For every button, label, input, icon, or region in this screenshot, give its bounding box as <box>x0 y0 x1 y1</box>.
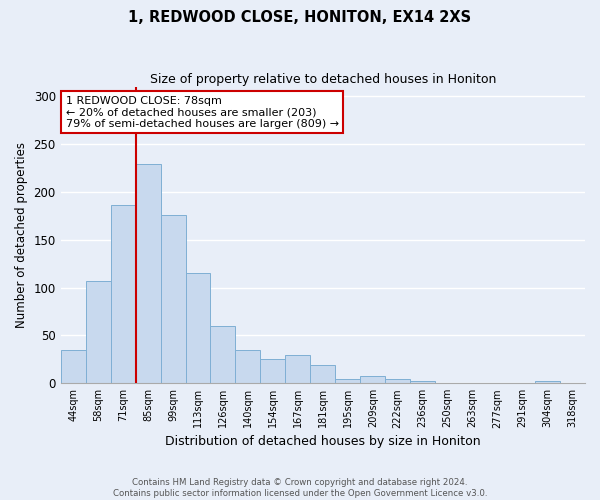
Bar <box>335 380 360 383</box>
Text: 1 REDWOOD CLOSE: 78sqm
← 20% of detached houses are smaller (203)
79% of semi-de: 1 REDWOOD CLOSE: 78sqm ← 20% of detached… <box>66 96 339 129</box>
Bar <box>185 273 211 383</box>
Bar <box>260 360 286 383</box>
Bar <box>110 206 136 383</box>
Bar <box>310 365 335 383</box>
Bar <box>535 382 560 383</box>
Bar <box>385 380 410 383</box>
Bar <box>410 382 435 383</box>
Bar <box>86 281 110 383</box>
Bar <box>136 164 161 383</box>
Bar <box>360 376 385 383</box>
Bar <box>235 350 260 383</box>
X-axis label: Distribution of detached houses by size in Honiton: Distribution of detached houses by size … <box>165 434 481 448</box>
Title: Size of property relative to detached houses in Honiton: Size of property relative to detached ho… <box>149 72 496 86</box>
Bar <box>161 215 185 383</box>
Text: Contains HM Land Registry data © Crown copyright and database right 2024.
Contai: Contains HM Land Registry data © Crown c… <box>113 478 487 498</box>
Bar <box>286 356 310 383</box>
Bar <box>211 326 235 383</box>
Text: 1, REDWOOD CLOSE, HONITON, EX14 2XS: 1, REDWOOD CLOSE, HONITON, EX14 2XS <box>128 10 472 25</box>
Y-axis label: Number of detached properties: Number of detached properties <box>15 142 28 328</box>
Bar <box>61 350 86 383</box>
